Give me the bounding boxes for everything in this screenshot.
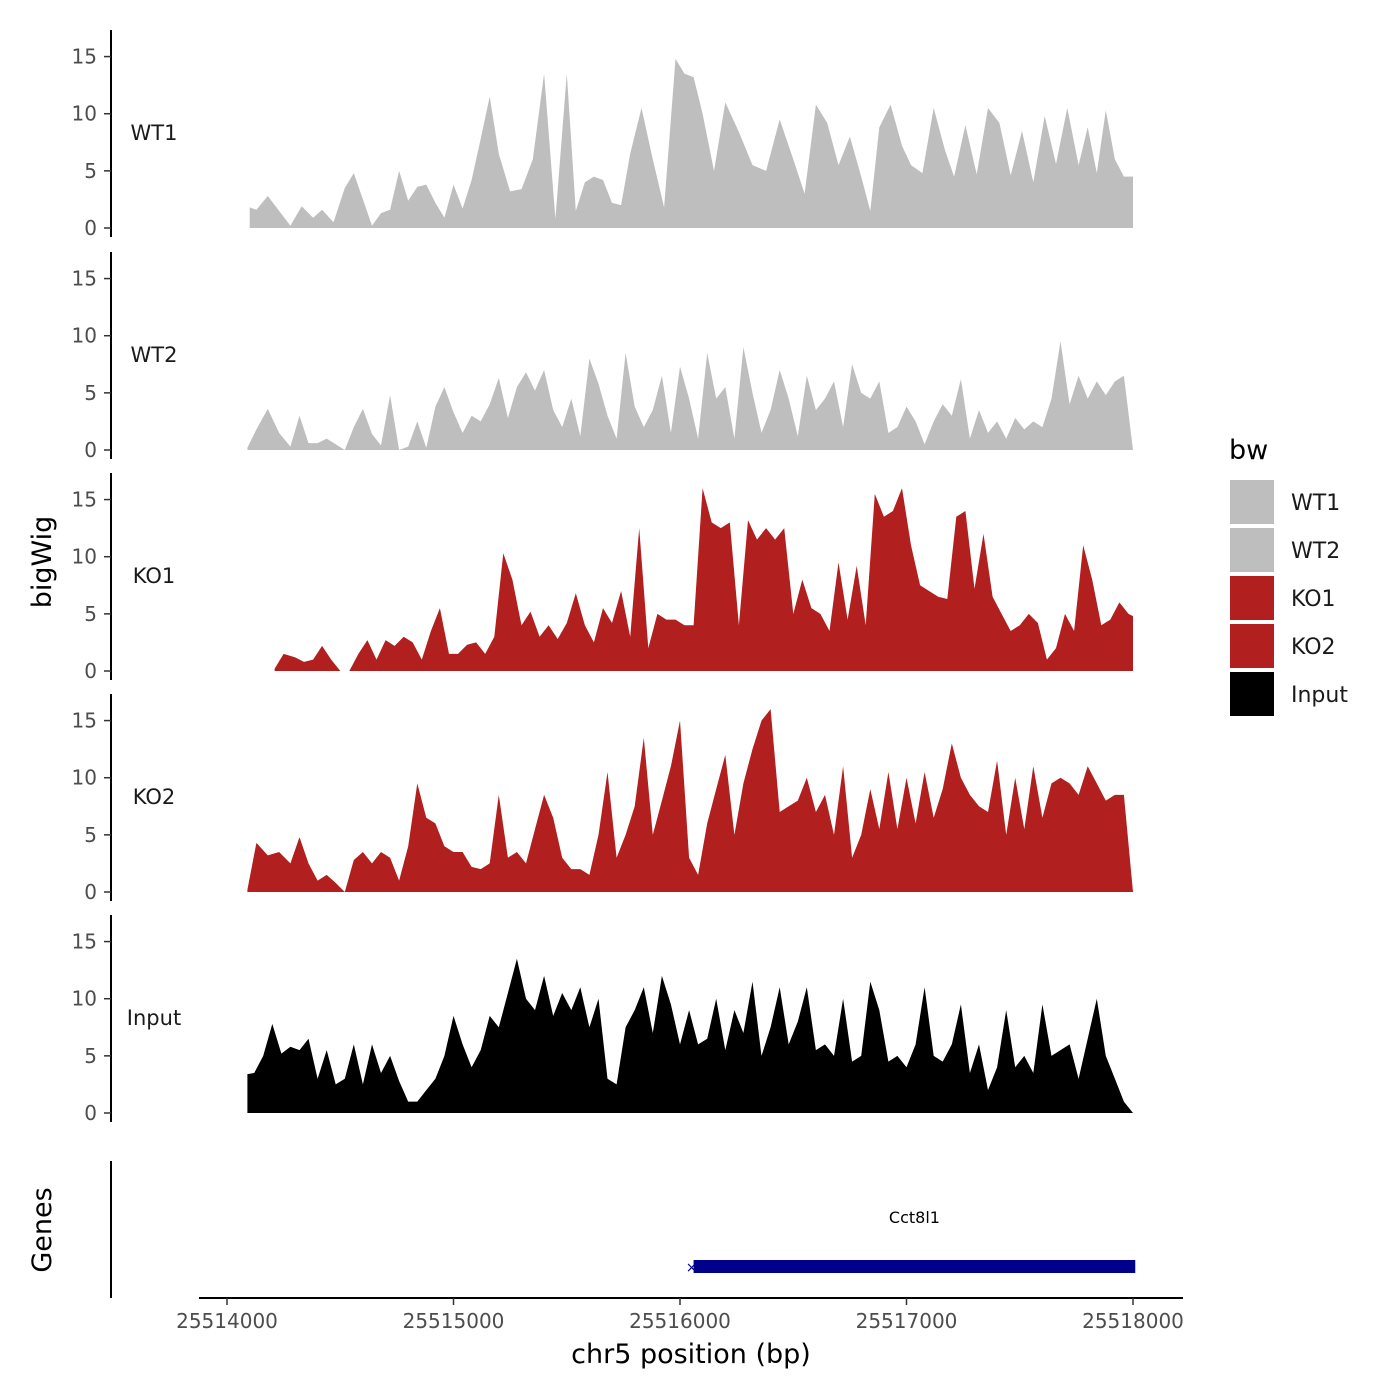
legend-item-WT2[interactable]: WT2 xyxy=(1230,528,1340,572)
legend-label: WT1 xyxy=(1291,491,1340,516)
x-tick-label: 25518000 xyxy=(1082,1309,1184,1333)
y-tick-label: 15 xyxy=(72,709,97,733)
gene-label-Cct8l1: Cct8l1 xyxy=(889,1208,940,1227)
track-label-KO2: KO2 xyxy=(133,785,176,809)
gene-panel: Genes × Cct8l1 xyxy=(27,1161,1136,1298)
x-tick-label: 25514000 xyxy=(176,1309,278,1333)
y-tick-label: 10 xyxy=(72,102,97,126)
y-tick-label: 15 xyxy=(72,930,97,954)
x-axis-ticks: 25514000 25515000 25516000 25517000 25518000 xyxy=(176,1298,1184,1333)
legend-swatch xyxy=(1230,672,1274,716)
area-series-KO1[interactable] xyxy=(274,488,1134,671)
bigwig-tracks: 0 5 10 15 WT1 0 5 10 15 WT2 0 5 10 15 KO1 0 5 10 15 KO2 0 5 10… xyxy=(72,30,1134,1125)
y-tick-label: 10 xyxy=(72,545,97,569)
y-tick-label: 5 xyxy=(84,823,97,847)
gene-body-Cct8l1[interactable] xyxy=(693,1260,1136,1273)
y-tick-label: 10 xyxy=(72,324,97,348)
track-WT2: 0 5 10 15 WT2 xyxy=(72,252,1133,462)
legend-label: KO2 xyxy=(1291,635,1336,660)
y-tick-label: 10 xyxy=(72,766,97,790)
track-Input: 0 5 10 15 Input xyxy=(72,915,1133,1125)
legend-swatch xyxy=(1230,528,1274,572)
legend-label: WT2 xyxy=(1291,539,1340,564)
legend-swatch xyxy=(1230,480,1274,524)
y-tick-label: 5 xyxy=(84,602,97,626)
y-tick-label: 0 xyxy=(84,1101,97,1125)
y-tick-label: 0 xyxy=(84,216,97,240)
y-tick-label: 15 xyxy=(72,45,97,69)
area-series-WT1[interactable] xyxy=(249,58,1133,229)
y-tick-label: 0 xyxy=(84,880,97,904)
y-tick-label: 5 xyxy=(84,159,97,183)
area-series-Input[interactable] xyxy=(247,958,1133,1113)
area-series-WT2[interactable] xyxy=(247,341,1133,450)
y-tick-label: 5 xyxy=(84,1044,97,1068)
track-KO2: 0 5 10 15 KO2 xyxy=(72,694,1133,904)
legend: bw WT1 WT2 KO1 KO2 Input xyxy=(1229,435,1348,716)
legend-item-Input[interactable]: Input xyxy=(1230,672,1348,716)
track-WT1: 0 5 10 15 WT1 xyxy=(72,30,1133,240)
x-axis-title: chr5 position (bp) xyxy=(571,1339,811,1370)
y-tick-label: 0 xyxy=(84,438,97,462)
y-tick-label: 5 xyxy=(84,381,97,405)
x-tick-label: 25515000 xyxy=(403,1309,505,1333)
legend-item-KO2[interactable]: KO2 xyxy=(1230,624,1336,668)
x-tick-label: 25516000 xyxy=(629,1309,731,1333)
legend-swatch xyxy=(1230,624,1274,668)
x-axis: 25514000 25515000 25516000 25517000 25518000… xyxy=(176,1297,1184,1370)
track-label-WT1: WT1 xyxy=(131,121,178,145)
legend-item-WT1[interactable]: WT1 xyxy=(1230,480,1340,524)
track-label-KO1: KO1 xyxy=(133,564,176,588)
gene-strand-arrow-icon: × xyxy=(686,1260,698,1276)
track-label-Input: Input xyxy=(127,1006,181,1030)
y-tick-label: 0 xyxy=(84,659,97,683)
legend-title: bw xyxy=(1229,435,1268,466)
y-tick-label: 15 xyxy=(72,267,97,291)
y-axis-title: bigWig xyxy=(27,516,58,609)
x-tick-label: 25517000 xyxy=(856,1309,958,1333)
legend-label: KO1 xyxy=(1291,587,1336,612)
area-series-KO2[interactable] xyxy=(247,709,1133,892)
track-label-WT2: WT2 xyxy=(131,343,178,367)
track-KO1: 0 5 10 15 KO1 xyxy=(72,473,1134,683)
y-tick-label: 10 xyxy=(72,987,97,1011)
legend-swatch xyxy=(1230,576,1274,620)
legend-items: WT1 WT2 KO1 KO2 Input xyxy=(1230,480,1348,716)
legend-item-KO1[interactable]: KO1 xyxy=(1230,576,1336,620)
y-tick-label: 15 xyxy=(72,488,97,512)
legend-label: Input xyxy=(1291,683,1348,708)
gene-panel-title: Genes xyxy=(27,1187,58,1272)
